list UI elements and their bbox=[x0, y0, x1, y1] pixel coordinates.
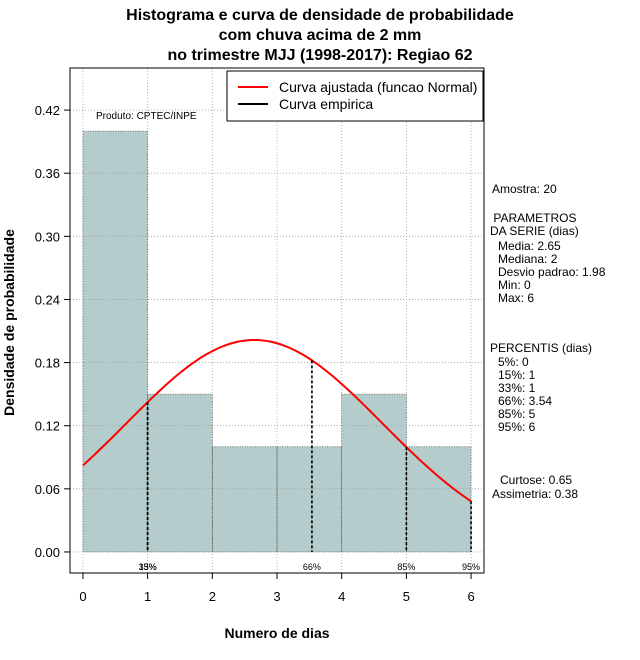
histogram-bar-2 bbox=[212, 446, 277, 552]
y-tick-label-4: 0.24 bbox=[35, 292, 60, 307]
percentile-label-66: 66% bbox=[303, 562, 321, 572]
percentiles-title: PERCENTIS (dias) bbox=[490, 341, 593, 355]
product-annotation: Produto: CPTEC/INPE bbox=[96, 111, 197, 122]
chart-title-line-1: Histograma e curva de densidade de proba… bbox=[126, 7, 514, 24]
y-tick-label-6: 0.36 bbox=[35, 166, 60, 181]
x-axis-title: Numero de dias bbox=[224, 625, 329, 641]
kurtosis: Curtose: 0.65 bbox=[500, 473, 573, 487]
percentile-label-95: 95% bbox=[462, 562, 480, 572]
legend-box bbox=[226, 70, 484, 122]
x-tick-label-3: 3 bbox=[273, 589, 280, 604]
histogram-bar-0 bbox=[82, 131, 148, 552]
skewness: Assimetria: 0.38 bbox=[492, 487, 579, 501]
parameters-values: Media: 2.65 Mediana: 2 Desvio padrao: 1.… bbox=[498, 239, 606, 305]
histogram-bar-5 bbox=[406, 446, 472, 552]
y-tick-label-7: 0.42 bbox=[35, 103, 60, 118]
y-tick-label-1: 0.06 bbox=[35, 482, 60, 497]
histogram-bar-outline-0 bbox=[82, 130, 148, 553]
percentile-label-33: 33% bbox=[139, 562, 157, 572]
x-tick-label-1: 1 bbox=[144, 589, 151, 604]
y-tick-label-3: 0.18 bbox=[35, 356, 60, 371]
percentile-label-85: 85% bbox=[397, 562, 415, 572]
chart-title-line-2: com chuva acima de 2 mm bbox=[218, 27, 422, 44]
y-axis-title: Densidade de probabilidade bbox=[1, 229, 17, 416]
y-tick-label-5: 0.30 bbox=[35, 229, 60, 244]
percentiles-values: 5%: 0 15%: 1 33%: 1 66%: 3.54 85%: 5 95%… bbox=[498, 355, 553, 434]
sample-size: Amostra: 20 bbox=[492, 182, 557, 196]
x-tick-label-2: 2 bbox=[209, 589, 216, 604]
chart-title-line-3: no trimestre MJJ (1998-2017): Regiao 62 bbox=[167, 47, 473, 64]
y-tick-label-0: 0.00 bbox=[35, 545, 60, 560]
legend-label-0: Curva ajustada (funcao Normal) bbox=[279, 79, 477, 95]
parameters-title: PARAMETROS DA SERIE (dias) bbox=[490, 211, 579, 238]
histogram-bar-4 bbox=[341, 394, 407, 552]
x-tick-label-0: 0 bbox=[79, 589, 86, 604]
legend-label-1: Curva empirica bbox=[279, 96, 373, 112]
x-tick-label-4: 4 bbox=[338, 589, 345, 604]
x-tick-label-6: 6 bbox=[467, 589, 474, 604]
histogram-bar-3 bbox=[277, 446, 342, 552]
x-tick-label-5: 5 bbox=[403, 589, 410, 604]
y-tick-label-2: 0.12 bbox=[35, 419, 60, 434]
percentile-label-15: 15% bbox=[139, 562, 157, 572]
histogram-bar-1 bbox=[147, 394, 213, 552]
